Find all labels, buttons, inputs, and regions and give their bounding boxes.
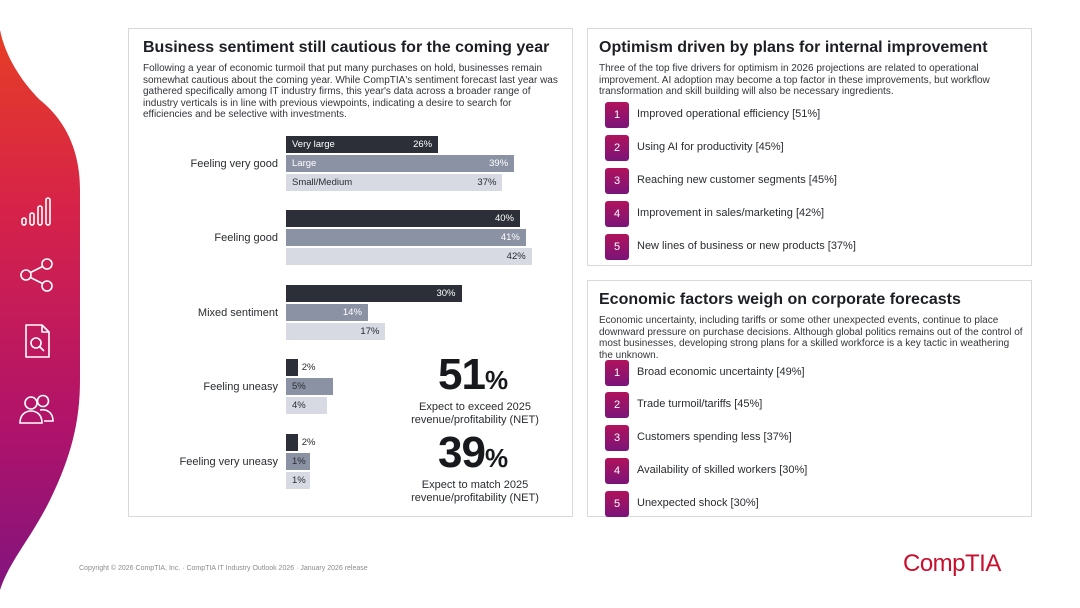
stat-match-number: 39%	[438, 428, 508, 477]
panel-title: Business sentiment still cautious for th…	[143, 39, 550, 56]
copyright-footer: Copyright © 2026 CompTIA, Inc. · CompTIA…	[79, 565, 368, 572]
list-item-text: Broad economic uncertainty [49%]	[637, 366, 805, 378]
list-item-text: Customers spending less [37%]	[637, 431, 792, 443]
side-ribbon	[0, 0, 80, 608]
rank-badge: 1	[605, 360, 629, 386]
rank-badge: 4	[605, 201, 629, 227]
panel-body: Following a year of economic turmoil tha…	[143, 63, 558, 120]
panel-body: Three of the top five drivers for optimi…	[599, 63, 990, 97]
stat-exceed-caption: Expect to exceed 2025 revenue/profitabil…	[411, 401, 539, 426]
optimism-panel: Optimism driven by plans for internal im…	[587, 28, 1032, 266]
rank-badge: 1	[605, 102, 629, 128]
list-item-text: Improved operational efficiency [51%]	[637, 108, 821, 120]
rank-badge: 5	[605, 491, 629, 517]
panel-title: Economic factors weigh on corporate fore…	[599, 291, 961, 308]
economic-factors-panel: Economic factors weigh on corporate fore…	[587, 280, 1032, 517]
list-item-text: Trade turmoil/tariffs [45%]	[637, 398, 763, 410]
bar-chart-icon	[21, 197, 51, 226]
rank-badge: 2	[605, 392, 629, 418]
list-item-text: Using AI for productivity [45%]	[637, 141, 784, 153]
share-icon	[20, 258, 53, 292]
users-icon	[19, 394, 54, 424]
panel-body: Economic uncertainty, including tariffs …	[599, 315, 1023, 361]
sentiment-panel: Business sentiment still cautious for th…	[128, 28, 573, 517]
stat-exceed-number: 51%	[438, 350, 508, 399]
list-item-text: Unexpected shock [30%]	[637, 497, 759, 509]
list-item-text: New lines of business or new products [3…	[637, 240, 856, 252]
rank-badge: 3	[605, 425, 629, 451]
rank-badge: 3	[605, 168, 629, 194]
comptia-logo: CompTIA	[903, 550, 1001, 577]
rank-badge: 5	[605, 234, 629, 260]
rank-badge: 2	[605, 135, 629, 161]
stat-match-caption: Expect to match 2025 revenue/profitabili…	[411, 479, 539, 504]
list-item-text: Availability of skilled workers [30%]	[637, 464, 808, 476]
list-item-text: Improvement in sales/marketing [42%]	[637, 207, 825, 219]
document-search-icon	[25, 324, 50, 358]
list-item-text: Reaching new customer segments [45%]	[637, 174, 837, 186]
rank-badge: 4	[605, 458, 629, 484]
panel-title: Optimism driven by plans for internal im…	[599, 39, 988, 56]
